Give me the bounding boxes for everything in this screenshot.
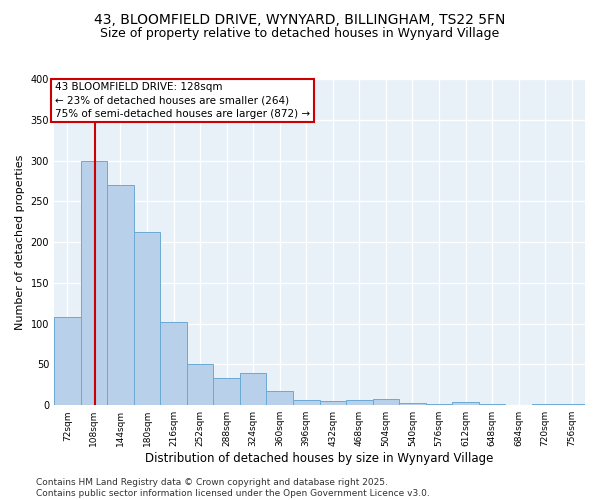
Bar [80,160,107,405]
Bar [426,404,452,405]
Bar [346,400,373,405]
Y-axis label: Number of detached properties: Number of detached properties [15,154,25,330]
Text: 43, BLOOMFIELD DRIVE, WYNYARD, BILLINGHAM, TS22 5FN: 43, BLOOMFIELD DRIVE, WYNYARD, BILLINGHA… [94,12,506,26]
Bar [266,390,293,405]
Bar [214,378,240,405]
Bar [240,372,266,405]
Bar [160,322,187,405]
Bar [399,403,426,405]
Text: Contains HM Land Registry data © Crown copyright and database right 2025.
Contai: Contains HM Land Registry data © Crown c… [36,478,430,498]
Bar [293,400,320,405]
X-axis label: Distribution of detached houses by size in Wynyard Village: Distribution of detached houses by size … [145,452,494,465]
Bar [187,364,214,405]
Bar [107,185,134,405]
Bar [452,402,479,405]
Bar [54,317,80,405]
Bar [373,398,399,405]
Bar [320,401,346,405]
Bar [479,404,505,405]
Bar [134,232,160,405]
Text: 43 BLOOMFIELD DRIVE: 128sqm
← 23% of detached houses are smaller (264)
75% of se: 43 BLOOMFIELD DRIVE: 128sqm ← 23% of det… [55,82,310,118]
Text: Size of property relative to detached houses in Wynyard Village: Size of property relative to detached ho… [100,28,500,40]
Bar [532,404,559,405]
Bar [559,404,585,405]
